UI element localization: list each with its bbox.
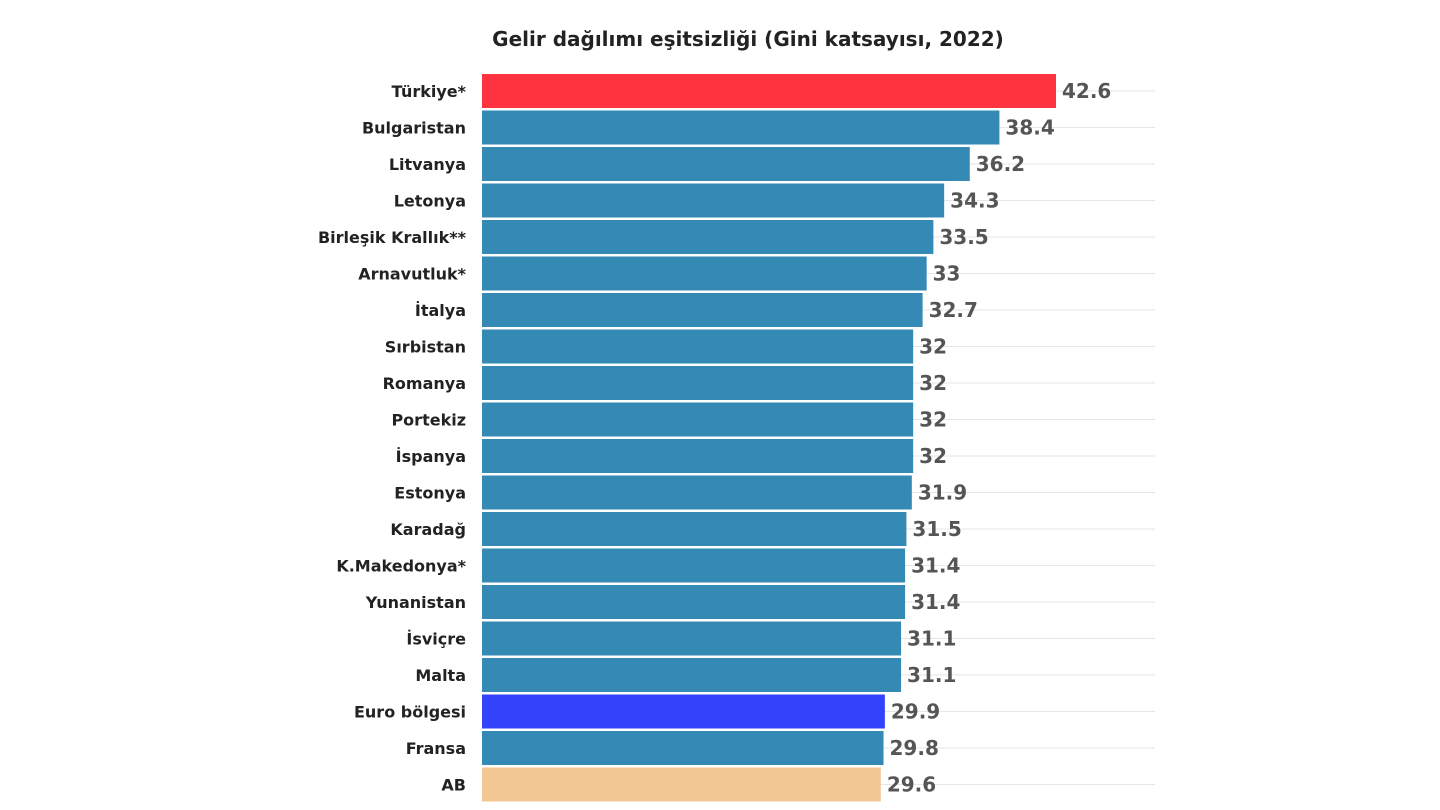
value-label: 32 — [919, 444, 947, 468]
bar — [482, 658, 902, 692]
category-label: AB — [441, 776, 466, 795]
value-label: 32 — [919, 371, 947, 395]
value-label: 33 — [933, 262, 961, 286]
bar — [482, 183, 945, 218]
value-label: 33.5 — [939, 225, 988, 249]
category-label: Letonya — [394, 192, 466, 211]
value-label: 31.5 — [912, 517, 961, 541]
bar — [482, 731, 884, 765]
value-label: 31.4 — [911, 554, 960, 578]
category-label: İspanya — [396, 447, 466, 466]
bar — [482, 402, 914, 437]
category-label: Sırbistan — [385, 338, 466, 357]
bar — [482, 147, 970, 181]
value-label: 29.6 — [887, 773, 936, 797]
category-label: Fransa — [406, 739, 466, 758]
bar — [482, 366, 914, 400]
bar — [482, 220, 934, 254]
value-label: 31.1 — [907, 663, 956, 687]
bar — [482, 585, 906, 619]
bar — [482, 74, 1056, 108]
value-label: 32 — [919, 408, 947, 432]
category-label: K.Makedonya* — [336, 557, 466, 576]
bar — [482, 767, 881, 802]
value-label: 36.2 — [976, 152, 1025, 176]
bar — [482, 548, 906, 583]
bar — [482, 439, 914, 473]
value-label: 34.3 — [950, 189, 999, 213]
value-label: 31.1 — [907, 627, 956, 651]
bar — [482, 329, 914, 364]
category-label: Litvanya — [389, 155, 466, 174]
bar — [482, 293, 923, 327]
value-label: 29.8 — [890, 736, 939, 760]
category-label: Bulgaristan — [362, 119, 466, 138]
category-label: Malta — [415, 666, 466, 685]
category-label: Türkiye* — [392, 82, 467, 101]
category-label: İtalya — [415, 301, 466, 320]
bar — [482, 621, 902, 656]
category-label: Estonya — [394, 484, 466, 503]
bar — [482, 475, 912, 510]
category-label: Birleşik Krallık** — [318, 228, 467, 247]
value-label: 32 — [919, 335, 947, 359]
value-label: 31.9 — [918, 481, 967, 505]
category-label: Yunanistan — [365, 593, 466, 612]
category-label: Romanya — [383, 374, 466, 393]
value-label: 32.7 — [929, 298, 978, 322]
value-label: 31.4 — [911, 590, 960, 614]
value-label: 29.9 — [891, 700, 940, 724]
bar — [482, 512, 907, 546]
bar — [482, 694, 885, 729]
chart-title: Gelir dağılımı eşitsizliği (Gini katsayı… — [492, 27, 1004, 51]
category-label: İsviçre — [406, 630, 466, 649]
bar — [482, 110, 1000, 145]
category-label: Portekiz — [391, 411, 466, 430]
bar — [482, 256, 927, 291]
category-label: Euro bölgesi — [354, 703, 466, 722]
value-label: 38.4 — [1005, 116, 1054, 140]
category-label: Arnavutluk* — [358, 265, 466, 284]
category-label: Karadağ — [390, 520, 466, 539]
value-label: 42.6 — [1062, 79, 1111, 103]
bars-group: Türkiye* 42.6 Bulgaristan 38.4 Litvanya 36.2 L… — [318, 74, 1111, 802]
